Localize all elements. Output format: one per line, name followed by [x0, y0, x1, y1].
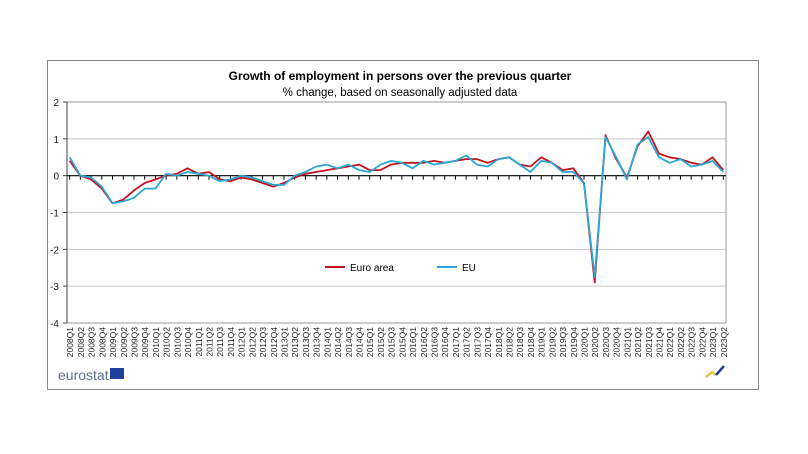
x-tick-label: 2014Q3 — [344, 327, 354, 358]
eurostat-mark-icon — [705, 370, 717, 378]
eurostat-logo: eurostat — [58, 367, 109, 383]
y-tick-label: -3 — [50, 282, 59, 293]
x-tick-label: 2019Q4 — [569, 327, 579, 358]
x-tick-label: 2012Q2 — [247, 327, 257, 358]
x-tick-label: 2013Q3 — [301, 327, 311, 358]
x-tick-label: 2022Q4 — [697, 327, 707, 358]
x-tick-label: 2020Q3 — [601, 327, 611, 358]
x-tick-label: 2013Q1 — [279, 327, 289, 358]
x-tick-label: 2011Q1 — [194, 327, 204, 357]
x-tick-label: 2013Q4 — [312, 327, 322, 358]
x-tick-label: 2012Q3 — [258, 327, 268, 358]
x-tick-label: 2021Q2 — [633, 327, 643, 358]
x-tick-label: 2008Q3 — [87, 327, 97, 358]
x-tick-label: 2021Q3 — [644, 327, 654, 358]
x-tick-label: 2009Q2 — [119, 327, 129, 358]
x-tick-label: 2011Q2 — [204, 327, 214, 357]
x-tick-label: 2014Q4 — [354, 327, 364, 358]
x-tick-label: 2016Q3 — [430, 327, 440, 358]
x-tick-label: 2019Q3 — [558, 327, 568, 358]
x-tick-label: 2010Q2 — [162, 327, 172, 358]
x-tick-label: 2011Q3 — [215, 327, 225, 357]
x-tick-label: 2015Q3 — [387, 327, 397, 358]
series-line-eu — [68, 136, 724, 278]
x-tick-label: 2017Q3 — [472, 327, 482, 358]
x-tick-label: 2011Q4 — [226, 327, 236, 357]
x-tick-label: 2015Q4 — [397, 327, 407, 358]
chart-frame — [47, 60, 759, 390]
x-tick-label: 2018Q2 — [505, 327, 515, 358]
chart-title: Growth of employment in persons over the… — [229, 69, 572, 83]
x-tick-label: 2021Q4 — [655, 327, 665, 358]
x-tick-label: 2017Q1 — [451, 327, 461, 358]
x-tick-label: 2020Q2 — [590, 327, 600, 358]
x-tick-label: 2018Q3 — [515, 327, 525, 358]
y-tick-label: 2 — [53, 98, 59, 109]
x-tick-label: 2016Q1 — [408, 327, 418, 358]
x-tick-label: 2014Q1 — [322, 327, 332, 358]
x-tick-label: 2022Q2 — [676, 327, 686, 358]
x-tick-label: 2016Q2 — [419, 327, 429, 358]
x-tick-label: 2008Q1 — [65, 327, 75, 358]
y-tick-label: -4 — [50, 319, 59, 330]
x-tick-label: 2023Q2 — [719, 327, 729, 358]
x-tick-label: 2021Q1 — [622, 327, 632, 358]
legend-label: Euro area — [350, 263, 394, 274]
x-tick-label: 2009Q1 — [108, 327, 118, 358]
series-line-euro-area — [68, 130, 724, 284]
x-tick-label: 2009Q4 — [140, 327, 150, 358]
x-tick-label: 2012Q4 — [269, 327, 279, 358]
y-tick-label: -1 — [50, 209, 59, 220]
x-tick-label: 2010Q4 — [183, 327, 193, 358]
x-tick-label: 2019Q1 — [537, 327, 547, 358]
x-tick-label: 2013Q2 — [290, 327, 300, 358]
x-tick-label: 2008Q2 — [76, 327, 86, 358]
chart-subtitle: % change, based on seasonally adjusted d… — [283, 87, 518, 99]
x-tick-label: 2018Q4 — [526, 327, 536, 358]
eu-flag-icon — [110, 368, 124, 379]
x-tick-label: 2008Q4 — [97, 327, 107, 358]
y-tick-label: 0 — [53, 172, 59, 183]
x-tick-label: 2009Q3 — [129, 327, 139, 358]
x-tick-label: 2019Q2 — [547, 327, 557, 358]
x-tick-label: 2023Q1 — [708, 327, 718, 358]
y-tick-label: -2 — [50, 245, 59, 256]
x-tick-label: 2015Q1 — [365, 327, 375, 358]
x-tick-label: 2016Q4 — [440, 327, 450, 358]
x-tick-label: 2017Q2 — [462, 327, 472, 358]
x-tick-label: 2010Q3 — [172, 327, 182, 358]
x-tick-label: 2022Q1 — [665, 327, 675, 358]
x-tick-label: 2020Q4 — [612, 327, 622, 358]
eurostat-mark-icon-blue — [715, 365, 725, 376]
x-tick-label: 2015Q2 — [376, 327, 386, 358]
x-tick-label: 2020Q1 — [580, 327, 590, 358]
x-tick-label: 2018Q1 — [494, 327, 504, 358]
x-tick-label: 2022Q3 — [687, 327, 697, 358]
x-tick-label: 2010Q1 — [151, 327, 161, 358]
legend-label: EU — [462, 263, 476, 274]
y-tick-label: 1 — [53, 135, 59, 146]
x-tick-label: 2017Q4 — [483, 327, 493, 358]
x-tick-label: 2014Q2 — [333, 327, 343, 358]
x-tick-label: 2012Q1 — [237, 327, 247, 358]
